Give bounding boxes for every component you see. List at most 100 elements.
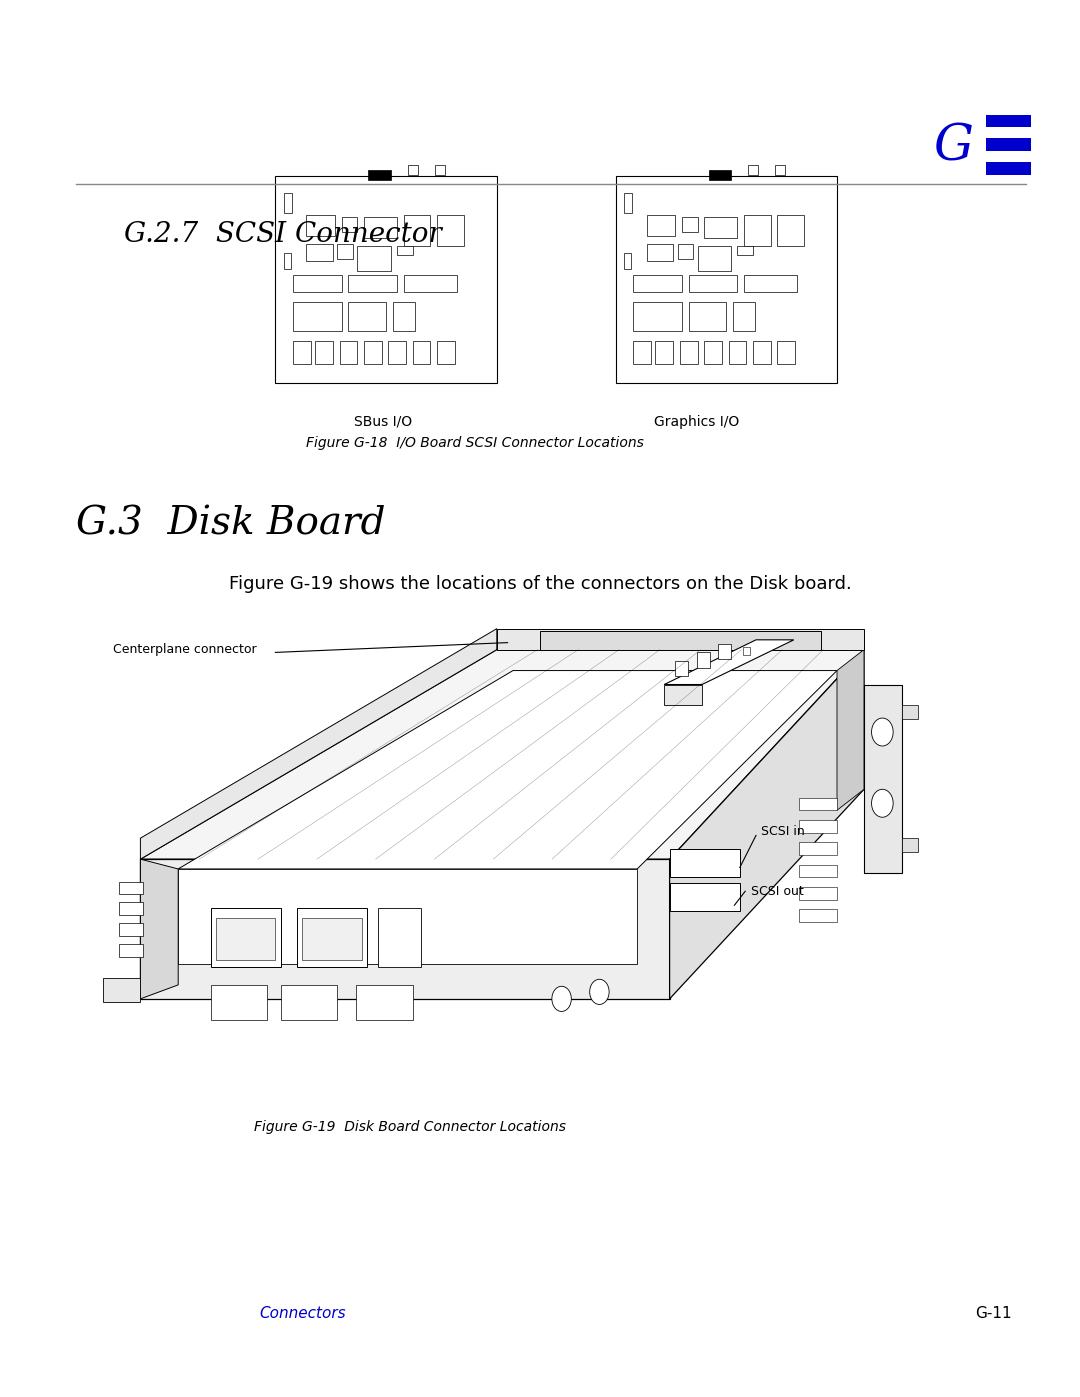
Bar: [437, 341, 455, 365]
Text: G-11: G-11: [975, 1306, 1012, 1320]
Bar: [633, 302, 683, 331]
Bar: [297, 908, 367, 967]
Bar: [738, 246, 753, 254]
Bar: [364, 218, 397, 237]
Bar: [408, 165, 418, 175]
Bar: [799, 842, 837, 855]
Polygon shape: [140, 650, 864, 859]
Bar: [293, 302, 341, 331]
Text: Figure G-19 shows the locations of the connectors on the Disk board.: Figure G-19 shows the locations of the c…: [229, 576, 851, 592]
Bar: [284, 193, 292, 214]
Text: Graphics I/O: Graphics I/O: [654, 415, 739, 429]
Bar: [307, 244, 333, 261]
Polygon shape: [178, 671, 837, 869]
Bar: [633, 341, 651, 365]
Bar: [986, 115, 1031, 127]
Bar: [378, 908, 421, 967]
Bar: [718, 644, 731, 659]
Polygon shape: [497, 629, 864, 650]
Polygon shape: [670, 650, 864, 999]
Bar: [349, 275, 397, 292]
Bar: [368, 170, 391, 180]
Text: Connectors: Connectors: [259, 1306, 346, 1320]
Polygon shape: [103, 978, 140, 1002]
Text: G.3  Disk Board: G.3 Disk Board: [76, 506, 386, 542]
Bar: [744, 275, 797, 292]
Bar: [704, 218, 738, 237]
Polygon shape: [864, 685, 902, 873]
Bar: [119, 923, 143, 936]
Bar: [307, 215, 335, 236]
Bar: [697, 652, 710, 668]
Bar: [216, 918, 275, 960]
Polygon shape: [540, 631, 821, 650]
Bar: [778, 341, 795, 365]
Polygon shape: [664, 685, 702, 705]
Bar: [357, 246, 391, 271]
Bar: [293, 341, 311, 365]
Text: Figure G-18  I/O Board SCSI Connector Locations: Figure G-18 I/O Board SCSI Connector Loc…: [307, 436, 644, 450]
Text: Figure G-19  Disk Board Connector Locations: Figure G-19 Disk Board Connector Locatio…: [255, 1120, 566, 1134]
Circle shape: [552, 986, 571, 1011]
Bar: [293, 275, 341, 292]
Bar: [675, 661, 688, 676]
Bar: [799, 820, 837, 833]
Bar: [744, 215, 770, 246]
Bar: [708, 170, 731, 180]
Bar: [704, 341, 721, 365]
Bar: [284, 253, 291, 270]
Bar: [341, 218, 357, 232]
Polygon shape: [664, 640, 794, 685]
Bar: [647, 215, 675, 236]
Bar: [683, 218, 698, 232]
Bar: [656, 341, 673, 365]
Bar: [356, 985, 413, 1020]
Bar: [302, 918, 362, 960]
Circle shape: [872, 789, 893, 817]
Bar: [349, 302, 387, 331]
Circle shape: [872, 718, 893, 746]
Polygon shape: [140, 859, 670, 999]
Bar: [119, 902, 143, 915]
Polygon shape: [178, 869, 637, 964]
Bar: [119, 882, 143, 894]
Bar: [799, 798, 837, 810]
Bar: [986, 138, 1031, 151]
Bar: [616, 176, 837, 383]
Bar: [799, 909, 837, 922]
Bar: [799, 887, 837, 900]
Text: G: G: [934, 122, 974, 172]
Bar: [211, 985, 267, 1020]
Bar: [337, 244, 353, 258]
Bar: [689, 275, 738, 292]
Bar: [748, 165, 758, 175]
Polygon shape: [140, 629, 497, 859]
Bar: [393, 302, 415, 331]
Text: Centerplane connector: Centerplane connector: [113, 643, 257, 657]
Bar: [986, 162, 1031, 175]
Bar: [677, 244, 693, 258]
Bar: [404, 275, 457, 292]
Bar: [624, 193, 632, 214]
Bar: [211, 908, 281, 967]
Polygon shape: [902, 705, 918, 719]
Polygon shape: [140, 859, 178, 999]
Bar: [647, 244, 673, 261]
Bar: [404, 215, 430, 246]
Bar: [670, 849, 740, 877]
Bar: [315, 341, 333, 365]
Text: SCSI out: SCSI out: [751, 884, 804, 898]
Text: G.2.7  SCSI Connector: G.2.7 SCSI Connector: [124, 221, 442, 249]
Bar: [435, 165, 445, 175]
Bar: [413, 341, 430, 365]
Circle shape: [590, 979, 609, 1004]
Bar: [778, 215, 804, 246]
Bar: [633, 275, 683, 292]
Bar: [670, 883, 740, 911]
Bar: [775, 165, 785, 175]
Bar: [389, 341, 406, 365]
Bar: [281, 985, 337, 1020]
Polygon shape: [902, 838, 918, 852]
Text: SCSI in: SCSI in: [761, 824, 806, 838]
Polygon shape: [837, 650, 864, 810]
